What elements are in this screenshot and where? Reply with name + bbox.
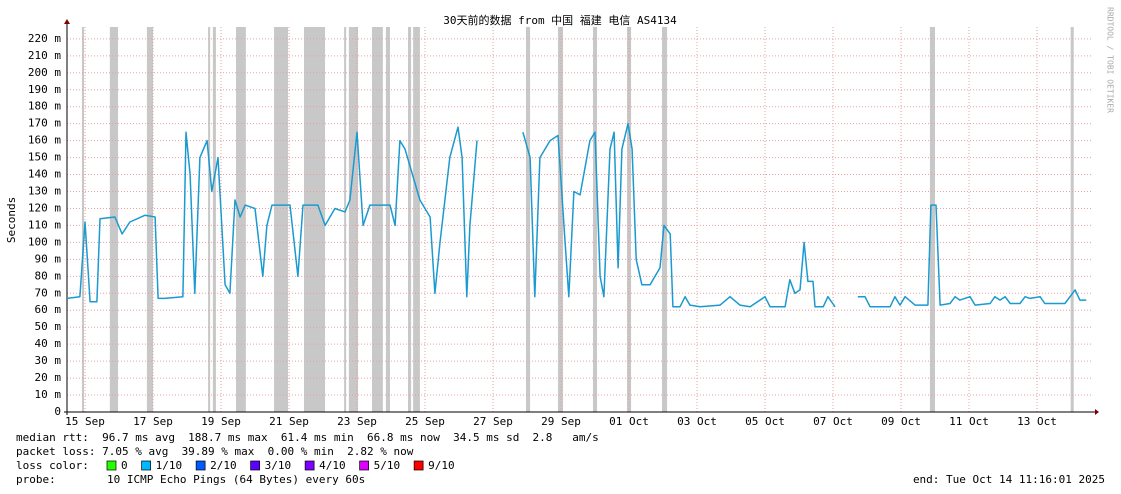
x-tick-label: 25 Sep	[405, 415, 445, 428]
loss-period	[385, 27, 390, 412]
loss-period	[146, 27, 154, 412]
x-tick-label: 23 Sep	[337, 415, 377, 428]
loss-period	[344, 27, 347, 412]
end-text: end: Tue Oct 14 11:16:01 2025	[913, 473, 1105, 486]
y-tick-label: 60 m	[35, 303, 62, 316]
x-tick-label: 15 Sep	[65, 415, 105, 428]
x-tick-label: 29 Sep	[541, 415, 581, 428]
loss-swatch	[141, 460, 151, 471]
loss-period	[235, 27, 246, 412]
loss-period	[1070, 27, 1074, 412]
x-tick-label: 11 Oct	[949, 415, 989, 428]
axis-arrow	[1095, 409, 1099, 415]
loss-swatch	[359, 460, 369, 471]
loss-color-label: 1/10	[156, 459, 183, 472]
loss-period	[109, 27, 118, 412]
y-tick-label: 210 m	[28, 49, 61, 62]
loss-color-label: 2/10	[210, 459, 237, 472]
y-tick-label: 160 m	[28, 134, 61, 147]
y-tick-label: 120 m	[28, 201, 61, 214]
stats-line: packet loss: 7.05 % avg 39.89 % max 0.00…	[16, 445, 414, 458]
loss-period	[274, 27, 288, 412]
y-tick-label: 140 m	[28, 168, 61, 181]
x-tick-label: 01 Oct	[609, 415, 649, 428]
y-tick-label: 20 m	[35, 371, 62, 384]
y-tick-label: 170 m	[28, 117, 61, 130]
y-tick-label: 90 m	[35, 252, 62, 265]
y-tick-label: 80 m	[35, 269, 62, 282]
loss-swatch	[106, 460, 117, 471]
probe-text: 10 ICMP Echo Pings (64 Bytes) every 60s	[107, 473, 365, 486]
y-tick-label: 0	[54, 405, 61, 418]
watermark: RRDTOOL / TOBI OETIKER	[1106, 7, 1115, 113]
loss-swatch	[250, 460, 260, 471]
loss-period	[408, 27, 412, 412]
loss-period	[929, 27, 936, 412]
x-tick-label: 03 Oct	[677, 415, 717, 428]
chart-title: 30天前的数据 from 中国 福建 电信 AS4134	[443, 13, 677, 27]
x-tick-label: 09 Oct	[881, 415, 921, 428]
loss-period	[303, 27, 326, 412]
x-tick-label: 21 Sep	[269, 415, 309, 428]
y-tick-label: 30 m	[35, 354, 62, 367]
y-tick-label: 130 m	[28, 185, 61, 198]
loss-color-label: 3/10	[265, 459, 292, 472]
y-tick-label: 200 m	[28, 66, 61, 79]
x-tick-label: 17 Sep	[133, 415, 173, 428]
loss-swatch	[195, 460, 206, 471]
y-tick-label: 100 m	[28, 235, 61, 248]
axis-arrow	[64, 19, 70, 24]
loss-period	[212, 27, 216, 412]
y-tick-label: 110 m	[28, 218, 61, 231]
loss-period	[371, 27, 383, 412]
probe-label: probe:	[16, 473, 56, 486]
loss-color-label: 4/10	[319, 459, 346, 472]
loss-color-label: 0	[121, 459, 128, 472]
loss-period	[208, 27, 211, 412]
loss-swatch	[304, 460, 315, 471]
loss-color-label: loss color:	[16, 459, 89, 472]
y-tick-label: 10 m	[35, 388, 62, 401]
loss-swatch	[413, 460, 424, 471]
loss-period	[526, 27, 531, 412]
y-tick-label: 70 m	[35, 286, 62, 299]
stats-line: median rtt: 96.7 ms avg 188.7 ms max 61.…	[16, 431, 599, 444]
loss-color-label: 5/10	[374, 459, 401, 472]
x-tick-label: 13 Oct	[1017, 415, 1057, 428]
loss-period	[592, 27, 598, 412]
loss-color-label: 9/10	[428, 459, 455, 472]
y-axis-label: Seconds	[5, 197, 18, 243]
y-tick-label: 190 m	[28, 83, 61, 96]
y-tick-label: 40 m	[35, 337, 62, 350]
loss-period	[81, 27, 84, 412]
y-tick-label: 220 m	[28, 32, 61, 45]
rtt-line	[66, 122, 1087, 308]
x-tick-label: 27 Sep	[473, 415, 513, 428]
loss-period	[413, 27, 420, 412]
x-tick-label: 19 Sep	[201, 415, 241, 428]
y-tick-label: 50 m	[35, 320, 62, 333]
loss-period	[557, 27, 564, 412]
loss-period	[662, 27, 668, 412]
loss-period	[348, 27, 359, 412]
x-tick-label: 05 Oct	[745, 415, 785, 428]
y-tick-label: 150 m	[28, 151, 61, 164]
x-tick-label: 07 Oct	[813, 415, 853, 428]
y-tick-label: 180 m	[28, 100, 61, 113]
